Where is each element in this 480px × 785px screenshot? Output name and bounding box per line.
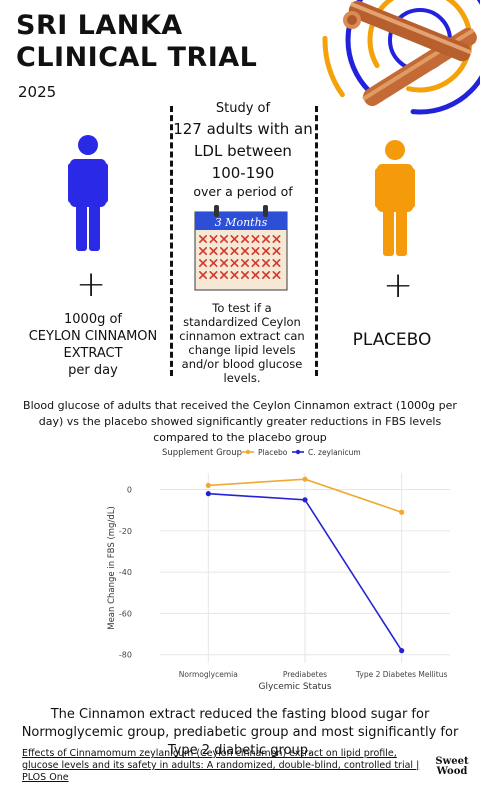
data-point bbox=[399, 509, 405, 515]
study-description: Study of 127 adults with an LDL between … bbox=[168, 100, 318, 200]
calendar-x-mark bbox=[209, 246, 218, 256]
calendar-x-mark bbox=[272, 234, 281, 244]
study-line-4: 100-190 bbox=[211, 164, 275, 182]
calendar-x-mark bbox=[240, 234, 250, 244]
calendar-x-mark bbox=[199, 258, 207, 268]
calendar-x-mark bbox=[272, 271, 281, 279]
chart-legend: Supplement Group Placebo C. zeylanicum bbox=[162, 448, 361, 458]
study-line-3: LDL between bbox=[194, 142, 292, 160]
legend-entry: Placebo bbox=[258, 448, 288, 457]
calendar-x-mark bbox=[199, 246, 207, 256]
legend-swatch-point bbox=[295, 449, 301, 455]
y-tick-label: -80 bbox=[119, 651, 132, 660]
treatment-line-4: per day bbox=[68, 363, 118, 378]
logo-line-2: Wood bbox=[436, 766, 468, 777]
y-tick-label: 0 bbox=[127, 486, 132, 495]
calendar-x-mark bbox=[209, 258, 218, 268]
legend-title: Supplement Group bbox=[162, 448, 242, 458]
y-tick-label: -20 bbox=[119, 527, 132, 536]
chart-grid bbox=[160, 473, 450, 663]
data-point bbox=[302, 476, 308, 482]
treatment-line-1: 1000g of bbox=[64, 312, 122, 327]
conclusion-text: The Cinnamon extract reduced the fasting… bbox=[21, 707, 459, 758]
study-line-5: over a period of bbox=[193, 184, 293, 199]
calendar-x-mark bbox=[209, 234, 218, 244]
calendar-x-mark bbox=[230, 246, 239, 256]
y-tick-label: -60 bbox=[119, 609, 132, 618]
data-point bbox=[399, 648, 405, 654]
calendar-x-mark bbox=[251, 271, 260, 279]
citation-link[interactable]: Effects of Cinnamomum zeylanicum (Ceylon… bbox=[22, 748, 420, 783]
plus-symbol-placebo: + bbox=[383, 265, 414, 306]
x-tick-label: Type 2 Diabetes Mellitus bbox=[355, 670, 447, 679]
series-c-zeylanicum bbox=[205, 491, 405, 654]
series-placebo bbox=[205, 476, 405, 515]
sweetwood-logo: Sweet Wood bbox=[430, 757, 474, 777]
calendar-x-mark bbox=[240, 246, 250, 256]
treatment-line-2: CEYLON CINNAMON bbox=[28, 329, 158, 344]
study-box bbox=[170, 106, 318, 376]
y-axis-label: Mean Change in FBS (mg/dL) bbox=[107, 506, 117, 630]
person-icon-treatment bbox=[68, 135, 108, 251]
cinnamon-sticks-illustration bbox=[322, 0, 480, 120]
treatment-line-3: EXTRACT bbox=[63, 346, 123, 361]
calendar-x-mark bbox=[262, 271, 270, 279]
plus-symbol-treatment: + bbox=[76, 264, 107, 305]
calendar-x-mark bbox=[199, 234, 207, 244]
calendar-x-mark bbox=[230, 258, 239, 268]
calendar-x-mark bbox=[240, 271, 250, 279]
calendar-icon: 3 Months bbox=[194, 205, 288, 291]
fbs-change-line-chart: 0 -20 -40 -60 -80 Normoglycemia Prediabetes Typ… bbox=[107, 448, 450, 692]
study-line-2: 127 adults with an bbox=[173, 120, 313, 138]
test-description: To test if a standardized Ceylon cinnamo… bbox=[179, 301, 305, 385]
calendar-x-mark bbox=[272, 246, 281, 256]
data-point bbox=[205, 491, 211, 497]
study-line-1: Study of bbox=[215, 101, 271, 116]
x-axis-label: Glycemic Status bbox=[258, 682, 331, 692]
x-tick-label: Prediabetes bbox=[283, 670, 327, 679]
results-summary: Blood glucose of adults that received th… bbox=[23, 399, 457, 444]
calendar-x-mark bbox=[209, 271, 218, 279]
calendar-x-mark bbox=[219, 271, 229, 279]
calendar-x-mark bbox=[230, 234, 239, 244]
placebo-label: PLACEBO bbox=[352, 330, 432, 350]
title-line-2: CLINICAL TRIAL bbox=[16, 42, 258, 73]
calendar-x-mark bbox=[240, 258, 250, 268]
person-icon-placebo bbox=[375, 140, 415, 256]
calendar-x-mark bbox=[272, 258, 281, 268]
calendar-label: 3 Months bbox=[215, 216, 268, 229]
calendar-x-mark bbox=[199, 271, 207, 279]
legend-entry: C. zeylanicum bbox=[308, 448, 361, 457]
calendar-x-mark bbox=[251, 246, 260, 256]
y-tick-label: -40 bbox=[119, 568, 132, 577]
year-label: 2025 bbox=[18, 83, 57, 101]
treatment-label: 1000g of CEYLON CINNAMON EXTRACT per day bbox=[8, 311, 178, 379]
calendar-x-mark bbox=[251, 234, 260, 244]
x-tick-label: Normoglycemia bbox=[179, 670, 238, 679]
logo-line-1: Sweet bbox=[435, 756, 469, 767]
data-point bbox=[302, 497, 308, 503]
calendar-x-mark bbox=[219, 258, 229, 268]
calendar-x-mark bbox=[262, 258, 270, 268]
calendar-x-mark bbox=[262, 234, 270, 244]
calendar-x-mark bbox=[219, 234, 229, 244]
data-point bbox=[205, 482, 211, 488]
calendar-x-mark bbox=[262, 246, 270, 256]
calendar-x-mark bbox=[251, 258, 260, 268]
calendar-x-mark bbox=[219, 246, 229, 256]
title-line-1: SRI LANKA bbox=[16, 10, 183, 41]
legend-swatch-point bbox=[245, 449, 251, 455]
calendar-x-mark bbox=[230, 271, 239, 279]
page-title: SRI LANKA CLINICAL TRIAL bbox=[16, 10, 316, 74]
